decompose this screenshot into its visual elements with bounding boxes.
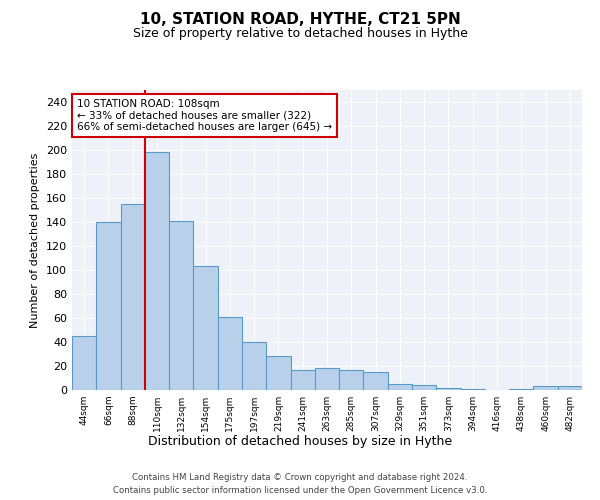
Text: 10, STATION ROAD, HYTHE, CT21 5PN: 10, STATION ROAD, HYTHE, CT21 5PN [140, 12, 460, 28]
Bar [339, 370, 364, 390]
Bar [266, 356, 290, 390]
Text: Contains public sector information licensed under the Open Government Licence v3: Contains public sector information licen… [113, 486, 487, 495]
Bar [315, 368, 339, 390]
Bar [169, 221, 193, 390]
Bar [290, 370, 315, 390]
Bar [72, 336, 96, 390]
Bar [558, 386, 582, 390]
Bar [218, 317, 242, 390]
Bar [193, 266, 218, 390]
Text: Size of property relative to detached houses in Hythe: Size of property relative to detached ho… [133, 28, 467, 40]
Bar [388, 384, 412, 390]
Bar [509, 389, 533, 390]
Text: Contains HM Land Registry data © Crown copyright and database right 2024.: Contains HM Land Registry data © Crown c… [132, 472, 468, 482]
Bar [533, 386, 558, 390]
Text: 10 STATION ROAD: 108sqm
← 33% of detached houses are smaller (322)
66% of semi-d: 10 STATION ROAD: 108sqm ← 33% of detache… [77, 99, 332, 132]
Bar [412, 385, 436, 390]
Bar [436, 388, 461, 390]
Bar [96, 222, 121, 390]
Y-axis label: Number of detached properties: Number of detached properties [31, 152, 40, 328]
Bar [364, 372, 388, 390]
Bar [242, 342, 266, 390]
Bar [121, 204, 145, 390]
Bar [461, 389, 485, 390]
Text: Distribution of detached houses by size in Hythe: Distribution of detached houses by size … [148, 435, 452, 448]
Bar [145, 152, 169, 390]
